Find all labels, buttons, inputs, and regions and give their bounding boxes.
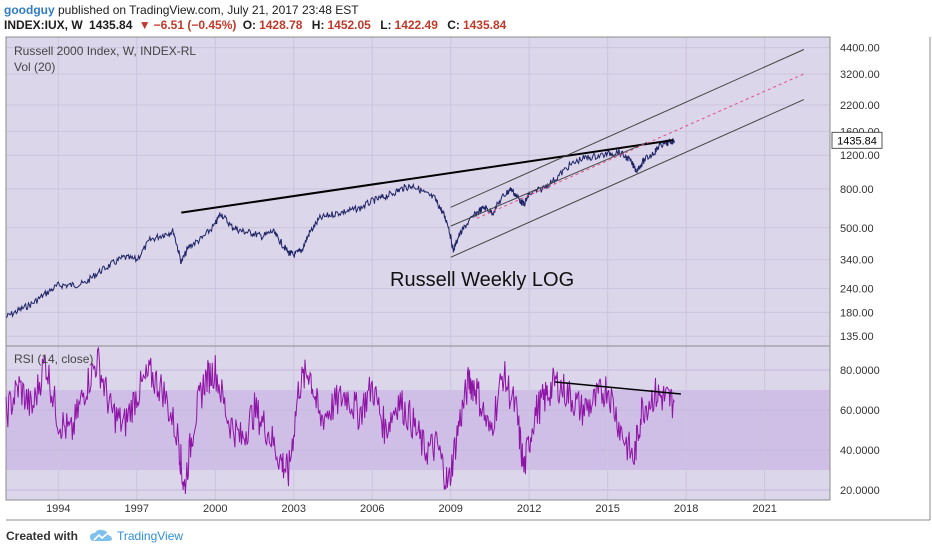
last-price-tag	[831, 131, 883, 149]
price-tick-label: 500.00	[840, 223, 874, 235]
resistance-trendline	[181, 139, 674, 214]
lower-channel-trendline	[450, 99, 805, 258]
y-axis-area	[830, 37, 930, 520]
price-tick-label: 4400.00	[840, 43, 880, 55]
price-pane	[6, 37, 830, 346]
price-tick-label: 3200.00	[840, 69, 880, 81]
x-tick-label: 2003	[282, 503, 306, 515]
high-label: H:	[311, 18, 325, 32]
open-label: O:	[242, 18, 257, 32]
x-tick-label: 1997	[125, 503, 149, 515]
chart-annotation: Russell Weekly LOG	[390, 269, 574, 291]
low-value: 1422.49	[394, 18, 438, 32]
price-tick-label: 240.00	[840, 284, 874, 296]
close-value: 1435.84	[462, 18, 507, 32]
publish-text: published on TradingView.com, July 21, 2…	[58, 3, 359, 17]
price-tick-label: 1200.00	[840, 150, 880, 162]
price-tick-label: 180.00	[840, 307, 874, 319]
rsi-tick-label: 40.0000	[840, 445, 880, 457]
last-price: 1435.84	[89, 18, 133, 32]
x-axis-area	[6, 500, 830, 520]
high-value: 1452.05	[327, 18, 371, 32]
created-with-label: Created with	[6, 529, 79, 543]
x-tick-label: 1994	[46, 503, 70, 515]
rsi-divergence-trendline	[555, 381, 681, 395]
price-tick-label: 2200.00	[840, 100, 880, 112]
price-tick-label: 340.00	[840, 255, 874, 267]
rsi-tick-label: 80.0000	[840, 365, 880, 377]
symbol-label: INDEX:IUX, W	[4, 18, 83, 32]
x-tick-label: 2009	[438, 503, 462, 515]
rsi-tick-label: 60.0000	[840, 405, 880, 417]
x-tick-label: 2021	[752, 503, 776, 515]
price-tick-label: 800.00	[840, 184, 874, 196]
change-value: −6.51 (−0.45%)	[153, 18, 237, 32]
last-price-label: 1435.84	[837, 135, 877, 147]
rsi-tick-label: 20.0000	[840, 485, 880, 497]
tradingview-brand[interactable]: TradingView	[117, 529, 184, 543]
volume-label: Vol (20)	[14, 60, 55, 74]
author-name[interactable]: goodguy	[4, 3, 55, 17]
x-tick-label: 2018	[674, 503, 698, 515]
close-label: C:	[447, 18, 460, 32]
footer: Created with TradingView	[0, 522, 932, 550]
price-series-line	[5, 138, 675, 319]
down-arrow-icon: ▼	[138, 18, 151, 32]
chart-frame	[5, 36, 831, 501]
chart-canvas: 4400.003200.002200.001600.001200.00800.0…	[5, 36, 931, 521]
publish-info: goodguy published on TradingView.com, Ju…	[4, 3, 359, 17]
rsi-pane-title: RSI (14, close)	[14, 352, 93, 366]
x-tick-label: 2006	[360, 503, 384, 515]
x-tick-label: 2012	[517, 503, 541, 515]
ohlc-bar: INDEX:IUX, W 1435.84 ▼ −6.51 (−0.45%) O: 1…	[4, 18, 512, 32]
low-label: L:	[380, 18, 392, 32]
price-pane-title: Russell 2000 Index, W, INDEX-RL	[14, 44, 196, 58]
tradingview-cloud-icon[interactable]	[89, 528, 113, 544]
small-channel-trendline	[450, 142, 648, 227]
open-value: 1428.78	[259, 18, 303, 32]
upper-channel-trendline	[450, 49, 805, 208]
price-tick-label: 135.00	[840, 331, 874, 343]
x-tick-label: 2015	[595, 503, 619, 515]
x-tick-label: 2000	[203, 503, 227, 515]
